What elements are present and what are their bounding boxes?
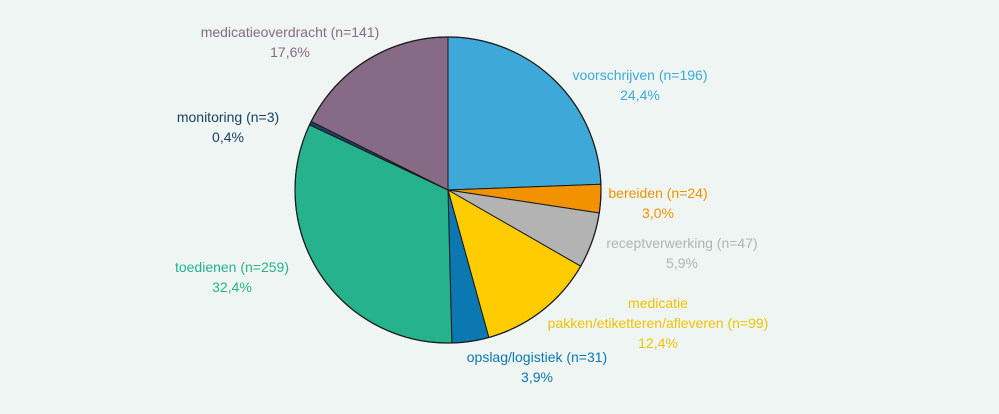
slice-label-8: medicatieoverdracht (n=141) [201, 24, 380, 40]
pie-slice-1 [447, 36, 602, 191]
slice-percent-label-8: 17,6% [270, 44, 310, 60]
labels-layer: voorschrijven (n=196) 24,4% bereiden (n=24… [175, 24, 768, 385]
slices-layer [294, 36, 602, 344]
slice-percent-label-6: 32,4% [212, 279, 252, 295]
slice-percent-label-7: 0,4% [212, 129, 244, 145]
slice-label-4: pakken/etiketteren/afleveren (n=99) [548, 315, 769, 331]
pie-outline [294, 36, 602, 344]
slice-percent-label-1: 24,4% [620, 87, 660, 103]
slice-label-3: receptverwerking (n=47) [606, 235, 757, 251]
slice-label-2: bereiden (n=24) [608, 185, 707, 201]
slice-label-4: medicatie [628, 295, 688, 311]
slice-label-6: toedienen (n=259) [175, 259, 289, 275]
slice-label-5: opslag/logistiek (n=31) [467, 349, 607, 365]
slice-percent-label-3: 5,9% [666, 255, 698, 271]
slice-percent-label-5: 3,9% [521, 369, 553, 385]
slice-label-1: voorschrijven (n=196) [572, 67, 707, 83]
slice-percent-label-2: 3,0% [642, 205, 674, 221]
slice-label-7: monitoring (n=3) [177, 109, 279, 125]
slice-percent-label-4: 12,4% [638, 335, 678, 351]
